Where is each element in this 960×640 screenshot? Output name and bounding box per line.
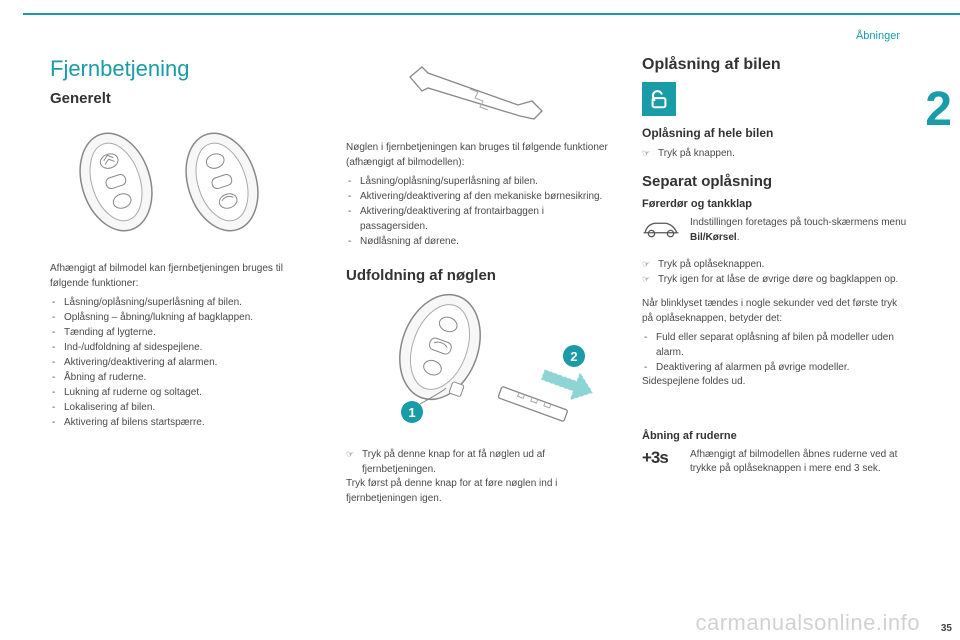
list-item: Oplåsning – åbning/lukning af bagklappen… xyxy=(50,310,318,325)
column-1: Fjernbetjening Generelt Afhæng xyxy=(50,56,318,510)
list-item: Aktivering/deaktivering af frontairbagge… xyxy=(346,204,614,234)
col2-list: Låsning/oplåsning/superlåsning af bilen.… xyxy=(346,174,614,249)
top-accent-bar xyxy=(23,13,960,15)
list-item: Ind-/udfoldning af sidespejlene. xyxy=(50,340,318,355)
list-item: Lokalisering af bilen. xyxy=(50,400,318,415)
list-item: Tryk på knappen. xyxy=(642,146,910,161)
column-3: Oplåsning af bilen Oplåsning af hele bil… xyxy=(642,56,910,510)
page-title: Fjernbetjening xyxy=(50,56,318,82)
setting-text-post: . xyxy=(737,232,740,243)
list-item: Nødlåsning af dørene. xyxy=(346,234,614,249)
list-item: Deaktivering af alarmen på øvrige modell… xyxy=(642,360,910,375)
unlock-icon xyxy=(642,82,676,116)
chapter-number: 2 xyxy=(925,82,952,137)
badge-2: 2 xyxy=(570,349,577,364)
key-eject-illustration: 1 2 xyxy=(346,292,614,432)
list-item: Tryk på oplåseknappen. xyxy=(642,257,910,272)
page-number: 35 xyxy=(941,623,952,634)
list-item: Fuld eller separat oplåsning af bilen på… xyxy=(642,330,910,360)
setting-text: Indstillingen foretages på touch-skærmen… xyxy=(690,216,910,245)
col1-intro: Afhængigt af bilmodel kan fjernbetjening… xyxy=(50,262,318,291)
col2-action-list: Tryk på denne knap for at få nøglen ud a… xyxy=(346,447,614,477)
subheading-general: Generelt xyxy=(50,90,318,107)
plus-3s-icon: +3s xyxy=(642,448,680,468)
setting-text-pre: Indstillingen foretages på touch-skærmen… xyxy=(690,217,906,228)
list-item: Tænding af lygterne. xyxy=(50,325,318,340)
col2-intro: Nøglen i fjernbetjeningen kan bruges til… xyxy=(346,141,614,170)
section-header: Åbninger xyxy=(856,30,900,42)
heading-unlock-car: Oplåsning af bilen xyxy=(642,56,910,74)
blink-intro: Når blinklyset tændes i nogle sekunder v… xyxy=(642,297,910,326)
windows-text: Afhængigt af bilmodellen åbnes ruderne v… xyxy=(690,448,910,477)
content-columns: Fjernbetjening Generelt Afhæng xyxy=(50,56,910,510)
blink-list: Fuld eller separat oplåsning af bilen på… xyxy=(642,330,910,375)
list-item: Tryk på denne knap for at få nøglen ud a… xyxy=(346,447,614,477)
list-item: Lukning af ruderne og soltaget. xyxy=(50,385,318,400)
key-fobs-illustration xyxy=(50,117,318,247)
col1-list: Låsning/oplåsning/superlåsning af bilen.… xyxy=(50,295,318,430)
heading-unlock-full: Oplåsning af hele bilen xyxy=(642,126,910,140)
col2-note: Tryk først på denne knap for at føre nøg… xyxy=(346,477,614,506)
list-item: Aktivering af bilens startspærre. xyxy=(50,415,318,430)
col3-sep-list: Tryk på oplåseknappen. Tryk igen for at … xyxy=(642,257,910,287)
windows-row: +3s Afhængigt af bilmodellen åbnes ruder… xyxy=(642,448,910,481)
badge-1: 1 xyxy=(408,405,415,420)
col3-full-list: Tryk på knappen. xyxy=(642,146,910,161)
heading-open-windows: Åbning af ruderne xyxy=(642,430,910,442)
list-item: Aktivering/deaktivering af alarmen. xyxy=(50,355,318,370)
heading-unfold-key: Udfoldning af nøglen xyxy=(346,267,614,284)
heading-driver-door: Førerdør og tankklap xyxy=(642,198,910,210)
key-blade-illustration xyxy=(346,56,614,126)
watermark: carmanualsonline.info xyxy=(695,610,920,636)
column-2: Nøglen i fjernbetjeningen kan bruges til… xyxy=(346,56,614,510)
blink-outro: Sidespejlene foldes ud. xyxy=(642,375,910,390)
heading-separate-unlock: Separat oplåsning xyxy=(642,173,910,190)
setting-row: Indstillingen foretages på touch-skærmen… xyxy=(642,216,910,249)
list-item: Åbning af ruderne. xyxy=(50,370,318,385)
car-icon xyxy=(642,216,680,240)
list-item: Låsning/oplåsning/superlåsning af bilen. xyxy=(50,295,318,310)
list-item: Låsning/oplåsning/superlåsning af bilen. xyxy=(346,174,614,189)
list-item: Tryk igen for at låse de øvrige døre og … xyxy=(642,272,910,287)
list-item: Aktivering/deaktivering af den mekaniske… xyxy=(346,189,614,204)
setting-text-bold: Bil/Kørsel xyxy=(690,232,737,243)
